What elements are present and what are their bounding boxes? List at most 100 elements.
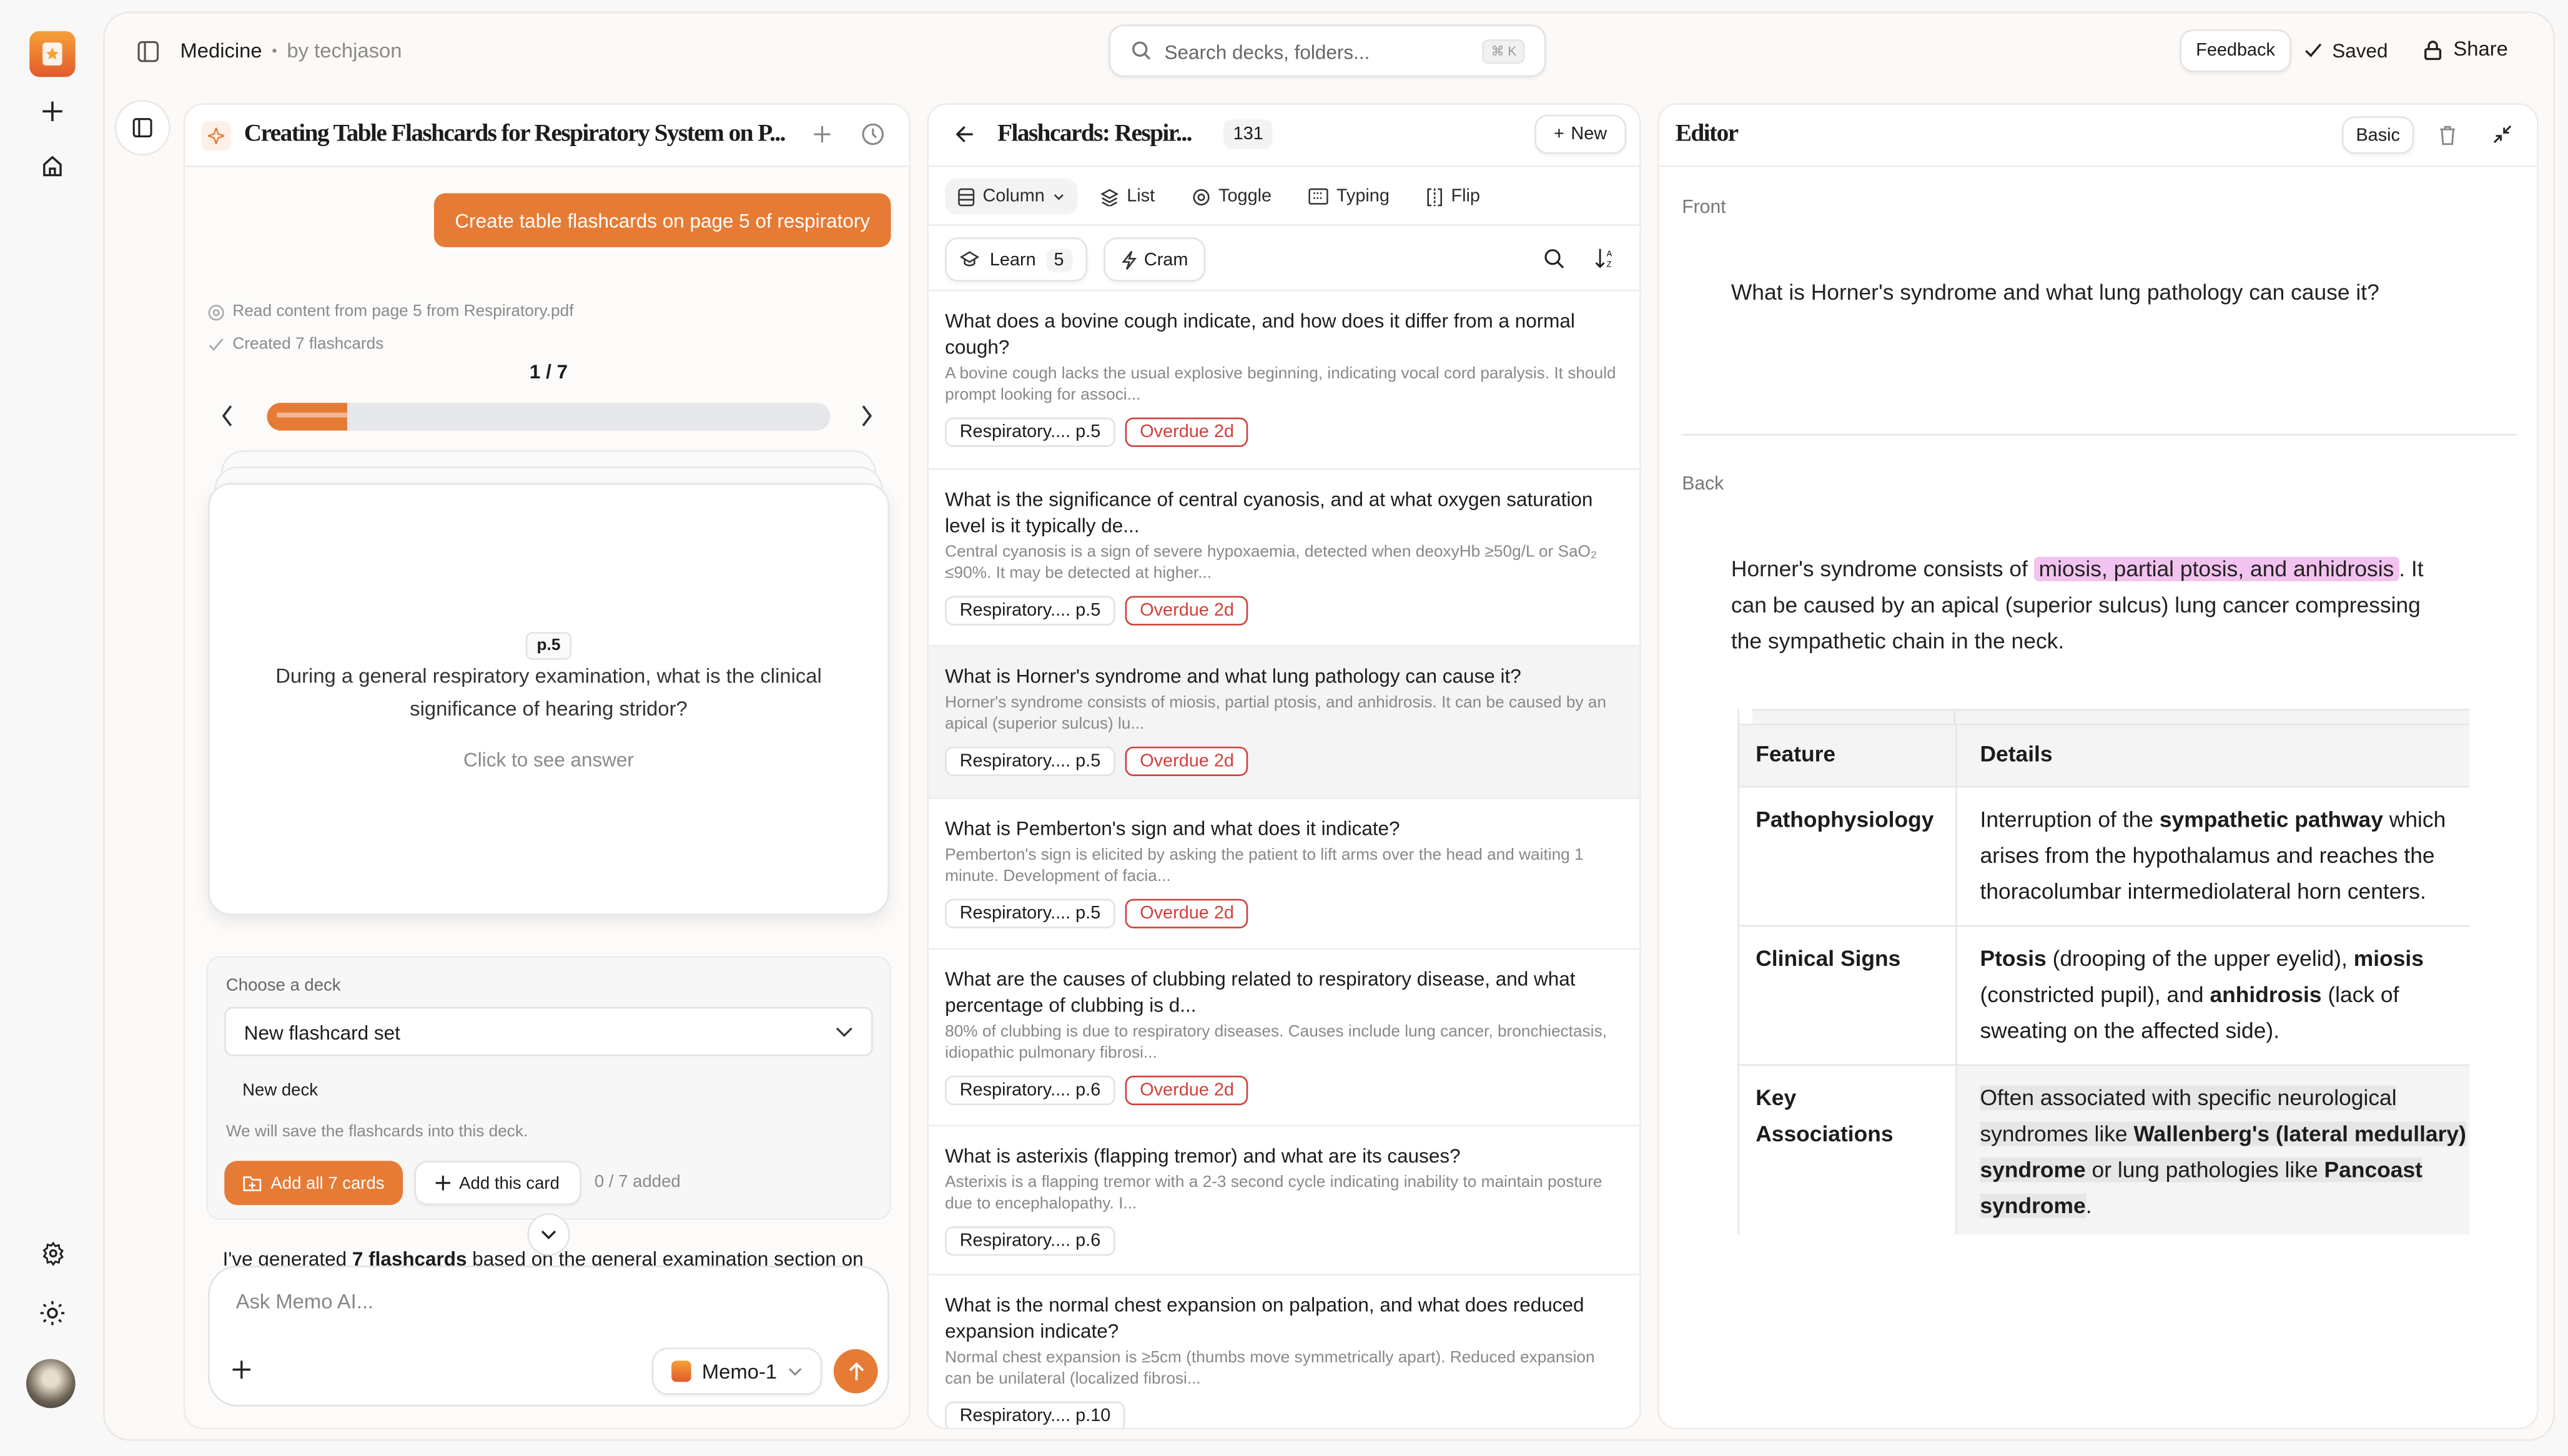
page-badge-wrap: p.5 bbox=[210, 629, 888, 660]
graduation-cap-icon bbox=[960, 250, 980, 268]
tab-typing[interactable]: Typing bbox=[1308, 187, 1390, 206]
bold-text: Ptosis bbox=[1980, 946, 2047, 971]
tab-toggle[interactable]: Toggle bbox=[1192, 187, 1272, 206]
sidebar-toggle-icon[interactable] bbox=[134, 37, 160, 64]
deck-select-value: New flashcard set bbox=[244, 1021, 400, 1045]
chat-input[interactable]: Ask Memo AI... bbox=[235, 1290, 374, 1314]
tab-list[interactable]: List bbox=[1100, 187, 1155, 206]
back-text[interactable]: Horner's syndrome consists of miosis, pa… bbox=[1731, 552, 2452, 660]
tab-flip[interactable]: Flip bbox=[1426, 187, 1480, 206]
card-list-item[interactable]: What does a bovine cough indicate, and h… bbox=[928, 292, 1640, 470]
add-all-label: Add all 7 cards bbox=[270, 1173, 385, 1193]
avatar[interactable] bbox=[26, 1359, 76, 1409]
add-this-card-button[interactable]: Add this card bbox=[414, 1161, 581, 1206]
saved-label: Saved bbox=[2332, 39, 2388, 62]
deck-select[interactable]: New flashcard set bbox=[224, 1006, 873, 1056]
sun-icon[interactable] bbox=[36, 1297, 69, 1329]
table-cell-feature: Key Associations bbox=[1739, 1064, 1957, 1235]
card-list-item[interactable]: What is asterixis (flapping tremor) and … bbox=[928, 1126, 1640, 1276]
card-list-item[interactable]: What is Horner's syndrome and what lung … bbox=[928, 646, 1640, 799]
page-badge: p.5 bbox=[525, 632, 572, 660]
prev-card-icon[interactable] bbox=[221, 405, 234, 428]
card-progress-bar bbox=[267, 403, 831, 431]
share-button[interactable]: Share bbox=[2424, 37, 2508, 61]
view-tabs: Column List Toggle Typing Flip bbox=[928, 167, 1640, 226]
model-logo-icon bbox=[671, 1360, 691, 1382]
bold-text: anhidrosis bbox=[2210, 982, 2322, 1007]
back-arrow-icon[interactable] bbox=[955, 124, 974, 144]
source-chip[interactable]: Respiratory.... p.5 bbox=[945, 746, 1115, 777]
learn-button[interactable]: Learn 5 bbox=[945, 237, 1088, 282]
source-chip[interactable]: Respiratory.... p.10 bbox=[945, 1401, 1125, 1428]
source-chip[interactable]: Respiratory.... p.5 bbox=[945, 898, 1115, 928]
folder-plus-icon bbox=[243, 1174, 262, 1192]
svg-text:Z: Z bbox=[1607, 259, 1612, 268]
text-segment: Interruption of the bbox=[1980, 807, 2160, 832]
search-input[interactable]: Search decks, folders... bbox=[1164, 41, 1370, 64]
source-chip[interactable]: Respiratory.... p.6 bbox=[945, 1075, 1115, 1106]
tab-label: Typing bbox=[1336, 186, 1390, 207]
deck-option-new-deck[interactable]: New deck bbox=[242, 1080, 319, 1101]
collapse-panel-button[interactable] bbox=[114, 99, 170, 156]
deck-title: Flashcards: Respir... bbox=[997, 121, 1192, 148]
minimize-icon[interactable] bbox=[2492, 124, 2512, 144]
saved-status: Saved bbox=[2304, 39, 2388, 62]
tab-label: List bbox=[1127, 186, 1155, 207]
card-list-item[interactable]: What is the normal chest expansion on pa… bbox=[929, 1276, 1639, 1428]
source-chip[interactable]: Respiratory.... p.5 bbox=[945, 417, 1115, 447]
card-hint: Click to see answer bbox=[463, 748, 634, 772]
card-list-item[interactable]: What are the causes of clubbing related … bbox=[928, 950, 1640, 1127]
card-question: What is the significance of central cyan… bbox=[945, 488, 1593, 538]
front-text[interactable]: What is Horner's syndrome and what lung … bbox=[1731, 280, 2379, 305]
text-segment: (drooping of the upper eyelid), bbox=[2046, 946, 2354, 971]
history-icon[interactable] bbox=[861, 123, 884, 146]
card-list-item[interactable]: What is Pemberton's sign and what does i… bbox=[928, 799, 1640, 950]
feedback-button[interactable]: Feedback bbox=[2180, 29, 2291, 72]
attach-plus-icon[interactable] bbox=[232, 1360, 251, 1379]
keyboard-icon bbox=[1308, 188, 1328, 205]
text-segment: . bbox=[2085, 1193, 2092, 1219]
plus-icon[interactable] bbox=[36, 95, 69, 127]
lightning-icon bbox=[1121, 250, 1136, 269]
new-card-button[interactable]: + New bbox=[1534, 114, 1627, 154]
eye-icon bbox=[208, 303, 224, 320]
text-segment: which arises from the hypothalamus and r… bbox=[1980, 807, 2446, 904]
overdue-badge: Overdue 2d bbox=[1125, 596, 1249, 626]
check-icon bbox=[208, 337, 224, 352]
card-list-item[interactable]: What is the significance of central cyan… bbox=[928, 470, 1640, 647]
card-answer-preview: Central cyanosis is a sign of severe hyp… bbox=[945, 543, 1598, 583]
card-answer-preview: Asterixis is a flapping tremor with a 2-… bbox=[945, 1174, 1603, 1214]
home-icon[interactable] bbox=[36, 149, 69, 182]
flashcards-panel: Flashcards: Respir... 131 + New Column Li… bbox=[927, 103, 1641, 1430]
send-button[interactable] bbox=[833, 1349, 878, 1394]
add-all-cards-button[interactable]: Add all 7 cards bbox=[224, 1161, 403, 1206]
status-created: Created 7 flashcards bbox=[208, 336, 383, 353]
deck-chooser: Choose a deck New flashcard set New deck… bbox=[206, 956, 891, 1220]
search-box[interactable]: Search decks, folders... ⌘ K bbox=[1109, 24, 1546, 77]
editor-header: Editor Basic bbox=[1659, 105, 2537, 167]
text-segment: or lung pathologies like bbox=[2085, 1158, 2324, 1183]
share-label: Share bbox=[2453, 37, 2508, 61]
card-type-button[interactable]: Basic bbox=[2342, 116, 2414, 154]
search-icon[interactable] bbox=[1544, 249, 1564, 268]
table-cell-details: Often associated with specific neurologi… bbox=[1955, 1064, 2470, 1235]
source-chip[interactable]: Respiratory.... p.5 bbox=[945, 596, 1115, 626]
overdue-badge: Overdue 2d bbox=[1125, 1075, 1249, 1106]
next-card-icon[interactable] bbox=[860, 405, 873, 428]
status-text: Read content from page 5 from Respirator… bbox=[232, 303, 574, 321]
logo-icon[interactable] bbox=[29, 31, 76, 77]
chat-header: Creating Table Flashcards for Respirator… bbox=[185, 104, 909, 167]
flashcard-preview[interactable]: p.5 During a general respiratory examina… bbox=[208, 483, 889, 915]
card-list: What does a bovine cough indicate, and h… bbox=[928, 292, 1640, 1428]
model-selector[interactable]: Memo-1 bbox=[651, 1347, 822, 1395]
trash-icon[interactable] bbox=[2439, 124, 2457, 145]
scroll-down-button[interactable] bbox=[527, 1213, 570, 1256]
new-chat-icon[interactable] bbox=[812, 124, 832, 144]
workspace-name[interactable]: Medicine bbox=[180, 39, 262, 62]
tab-column[interactable]: Column bbox=[945, 178, 1078, 215]
cram-button[interactable]: Cram bbox=[1104, 237, 1206, 282]
source-chip[interactable]: Respiratory.... p.6 bbox=[945, 1226, 1115, 1256]
gear-icon[interactable] bbox=[36, 1236, 69, 1269]
